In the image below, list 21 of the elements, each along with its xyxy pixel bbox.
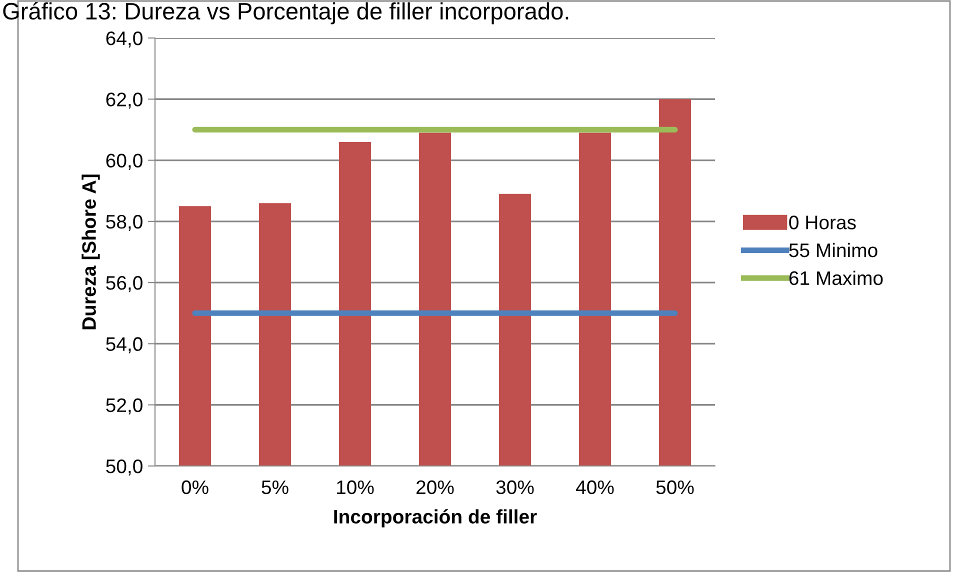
x-tick-label: 5% — [262, 480, 288, 494]
x-axis-title: Incorporación de filler — [334, 509, 537, 528]
y-tick-label: 50,0 — [106, 459, 142, 476]
x-tick-label: 30% — [496, 480, 534, 494]
y-tick-label: 60,0 — [106, 154, 142, 170]
x-tick-label: 10% — [337, 480, 374, 494]
x-tick-label: 20% — [416, 480, 454, 494]
y-tick-label: 52,0 — [106, 398, 142, 414]
y-tick-label: 54,0 — [106, 337, 142, 354]
legend-label: 61 Maximo — [789, 270, 883, 286]
chart-title: Gráfico 13: Dureza vs Porcentaje de filler incorporado. — [3, 2, 568, 24]
y-tick-label: 58,0 — [106, 214, 142, 231]
y-tick-label: 64,0 — [106, 31, 142, 48]
x-tick-label: 50% — [656, 480, 694, 494]
legend-label: 0 Horas — [789, 216, 856, 230]
x-tick-label: 40% — [576, 480, 614, 494]
y-tick-label: 56,0 — [106, 276, 142, 292]
x-tick-label: 0% — [182, 480, 208, 494]
y-tick-label: 62,0 — [106, 92, 142, 109]
legend-label: 55 Minimo — [789, 242, 878, 258]
y-axis-title: Dureza [Shore A] — [82, 174, 100, 330]
